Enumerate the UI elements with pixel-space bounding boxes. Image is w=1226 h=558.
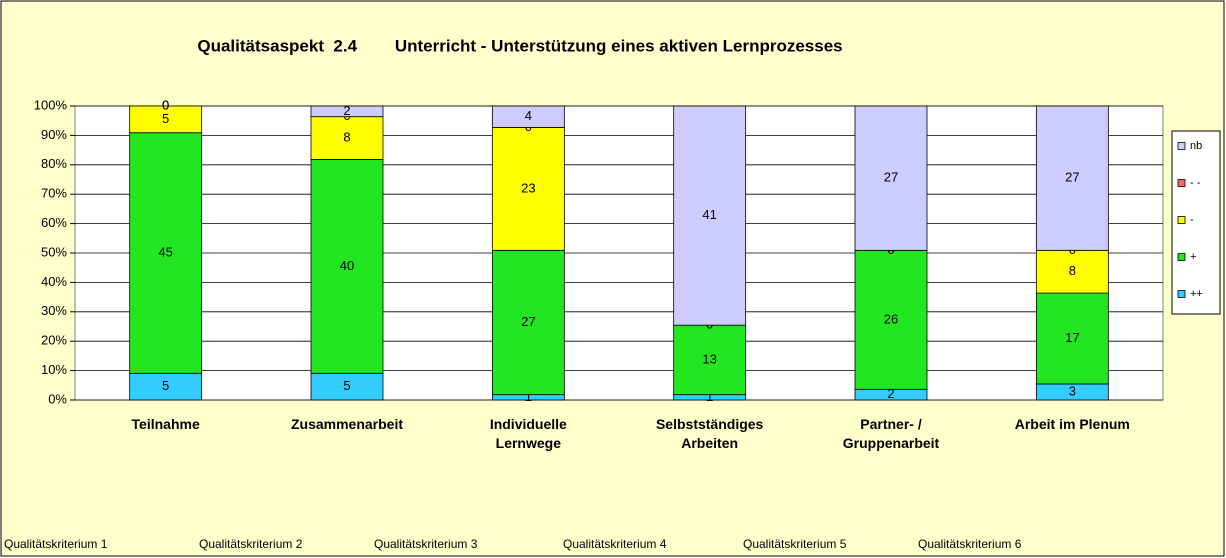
data-label: 1 (706, 389, 713, 404)
x-tick-label: Zusammenarbeit (290, 416, 404, 432)
data-label: 27 (1065, 170, 1079, 185)
x-tick-label: Selbstständiges Arbeiten (655, 416, 764, 451)
data-label: 5 (343, 378, 350, 393)
y-tick-label: 10% (41, 362, 67, 377)
data-label: 0 (162, 97, 169, 112)
data-label: 5 (162, 111, 169, 126)
legend-swatch (1177, 253, 1186, 261)
data-label: 23 (521, 180, 535, 195)
data-label: 2 (887, 386, 894, 401)
y-tick-label: 90% (41, 127, 67, 142)
data-label: 3 (1069, 383, 1076, 398)
annotation: Qualitätskriterium 6 (918, 537, 1022, 551)
bar-segment (310, 159, 384, 374)
bar-segment (491, 249, 565, 396)
annotation: Qualitätskriterium 5 (743, 537, 847, 551)
data-label: 8 (1069, 263, 1076, 278)
x-tick-label: Individuelle Lernwege (489, 416, 567, 451)
bar-segment (310, 105, 384, 118)
data-label: 41 (702, 207, 716, 222)
legend-swatch (1177, 216, 1186, 224)
annotation: Qualitätskriterium 3 (374, 537, 478, 551)
legend-label: - (1190, 214, 1194, 226)
bar-segment (854, 105, 928, 251)
data-label: 40 (340, 258, 354, 273)
data-label: 13 (702, 351, 716, 366)
y-tick-label: 80% (41, 156, 67, 171)
legend-label: - - (1190, 177, 1201, 189)
bar-segment (1035, 292, 1109, 385)
annotation: Qualitätskriterium 2 (199, 537, 303, 551)
bar-segment (491, 105, 565, 128)
bar-segment (1035, 249, 1109, 294)
y-tick-label: 100% (34, 97, 68, 112)
x-tick-label: Partner- / Gruppenarbeit (842, 416, 940, 451)
y-tick-label: 70% (41, 186, 67, 201)
legend-label: nb (1190, 140, 1202, 152)
data-label: 1 (525, 389, 532, 404)
legend-label: + (1190, 251, 1196, 263)
legend-label: ++ (1190, 288, 1203, 300)
y-tick-label: 50% (41, 244, 67, 259)
data-label: 17 (1065, 330, 1079, 345)
data-label: 4 (525, 108, 532, 123)
bar-segment (673, 324, 747, 396)
x-tick-label: Arbeit im Plenum (1014, 416, 1130, 432)
data-label: 0 (162, 97, 169, 112)
bar-segment (129, 105, 203, 134)
bar-segment (129, 132, 203, 374)
y-tick-label: 40% (41, 274, 67, 289)
data-label: 27 (521, 314, 535, 329)
legend-swatch (1177, 179, 1186, 187)
bar-segment (673, 105, 747, 326)
data-label: 2 (343, 103, 350, 118)
y-tick-label: 20% (41, 333, 67, 348)
data-label: 8 (343, 130, 350, 145)
y-tick-label: 60% (41, 215, 67, 230)
bar-segment (854, 249, 928, 390)
y-tick-label: 0% (48, 391, 67, 406)
bar-segment (491, 126, 565, 251)
chart-title: Qualitätsaspekt 2.4 Unterricht - Unterst… (197, 36, 842, 55)
legend-swatch (1177, 142, 1186, 150)
bar-segment (1035, 105, 1109, 251)
data-label: 5 (162, 378, 169, 393)
annotation: Qualitätskriterium 4 (563, 537, 667, 551)
annotation: Qualitätskriterium 1 (4, 537, 108, 551)
data-label: 45 (158, 244, 172, 259)
x-tick-label: Teilnahme (131, 416, 200, 432)
bar-segment (310, 116, 384, 160)
data-label: 26 (884, 311, 898, 326)
y-tick-label: 30% (41, 303, 67, 318)
legend-swatch (1177, 290, 1186, 298)
data-label: 27 (884, 170, 898, 185)
